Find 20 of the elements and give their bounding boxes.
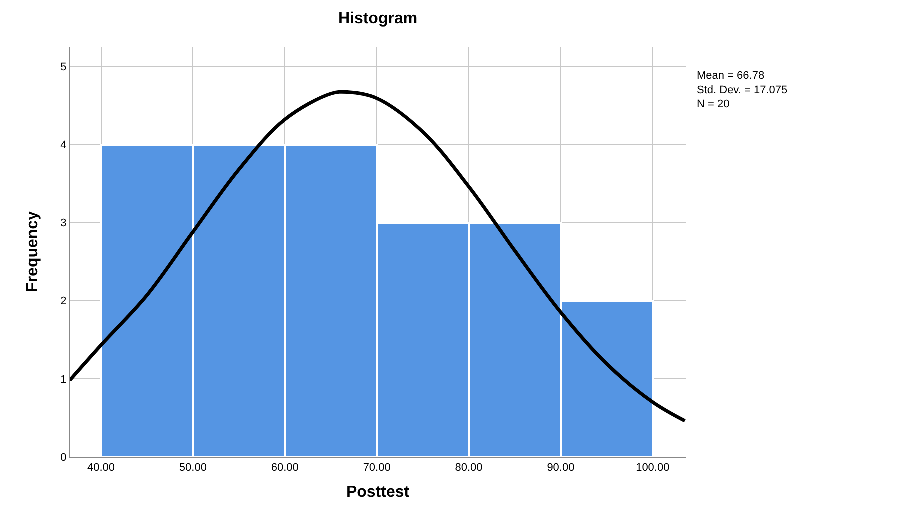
x-tick-label: 70.00 xyxy=(363,462,391,474)
chart-title: Histogram xyxy=(338,10,418,28)
x-tick-label: 60.00 xyxy=(271,462,299,474)
text: Mean = 66.78 xyxy=(697,70,765,82)
y-tick-label: 4 xyxy=(60,139,67,152)
y-tick-label: 1 xyxy=(60,374,67,386)
x-tick-label: 100.00 xyxy=(636,462,670,474)
x-tick-label: 80.00 xyxy=(455,462,483,474)
y-axis-title: Frequency xyxy=(24,211,42,292)
y-tick-label: 3 xyxy=(60,218,67,230)
y-tick-label: 5 xyxy=(60,61,67,74)
y-tick-label: 2 xyxy=(60,296,67,308)
text: Std. Dev. = 17.075 xyxy=(697,84,788,96)
x-tick-label: 90.00 xyxy=(547,462,575,474)
x-axis-title: Posttest xyxy=(346,484,410,501)
y-tick-label: 0 xyxy=(60,452,67,464)
text: N = 20 xyxy=(697,98,730,111)
x-tick-label: 50.00 xyxy=(179,462,207,474)
line-series xyxy=(70,90,686,423)
x-tick-label: 40.00 xyxy=(87,462,116,474)
